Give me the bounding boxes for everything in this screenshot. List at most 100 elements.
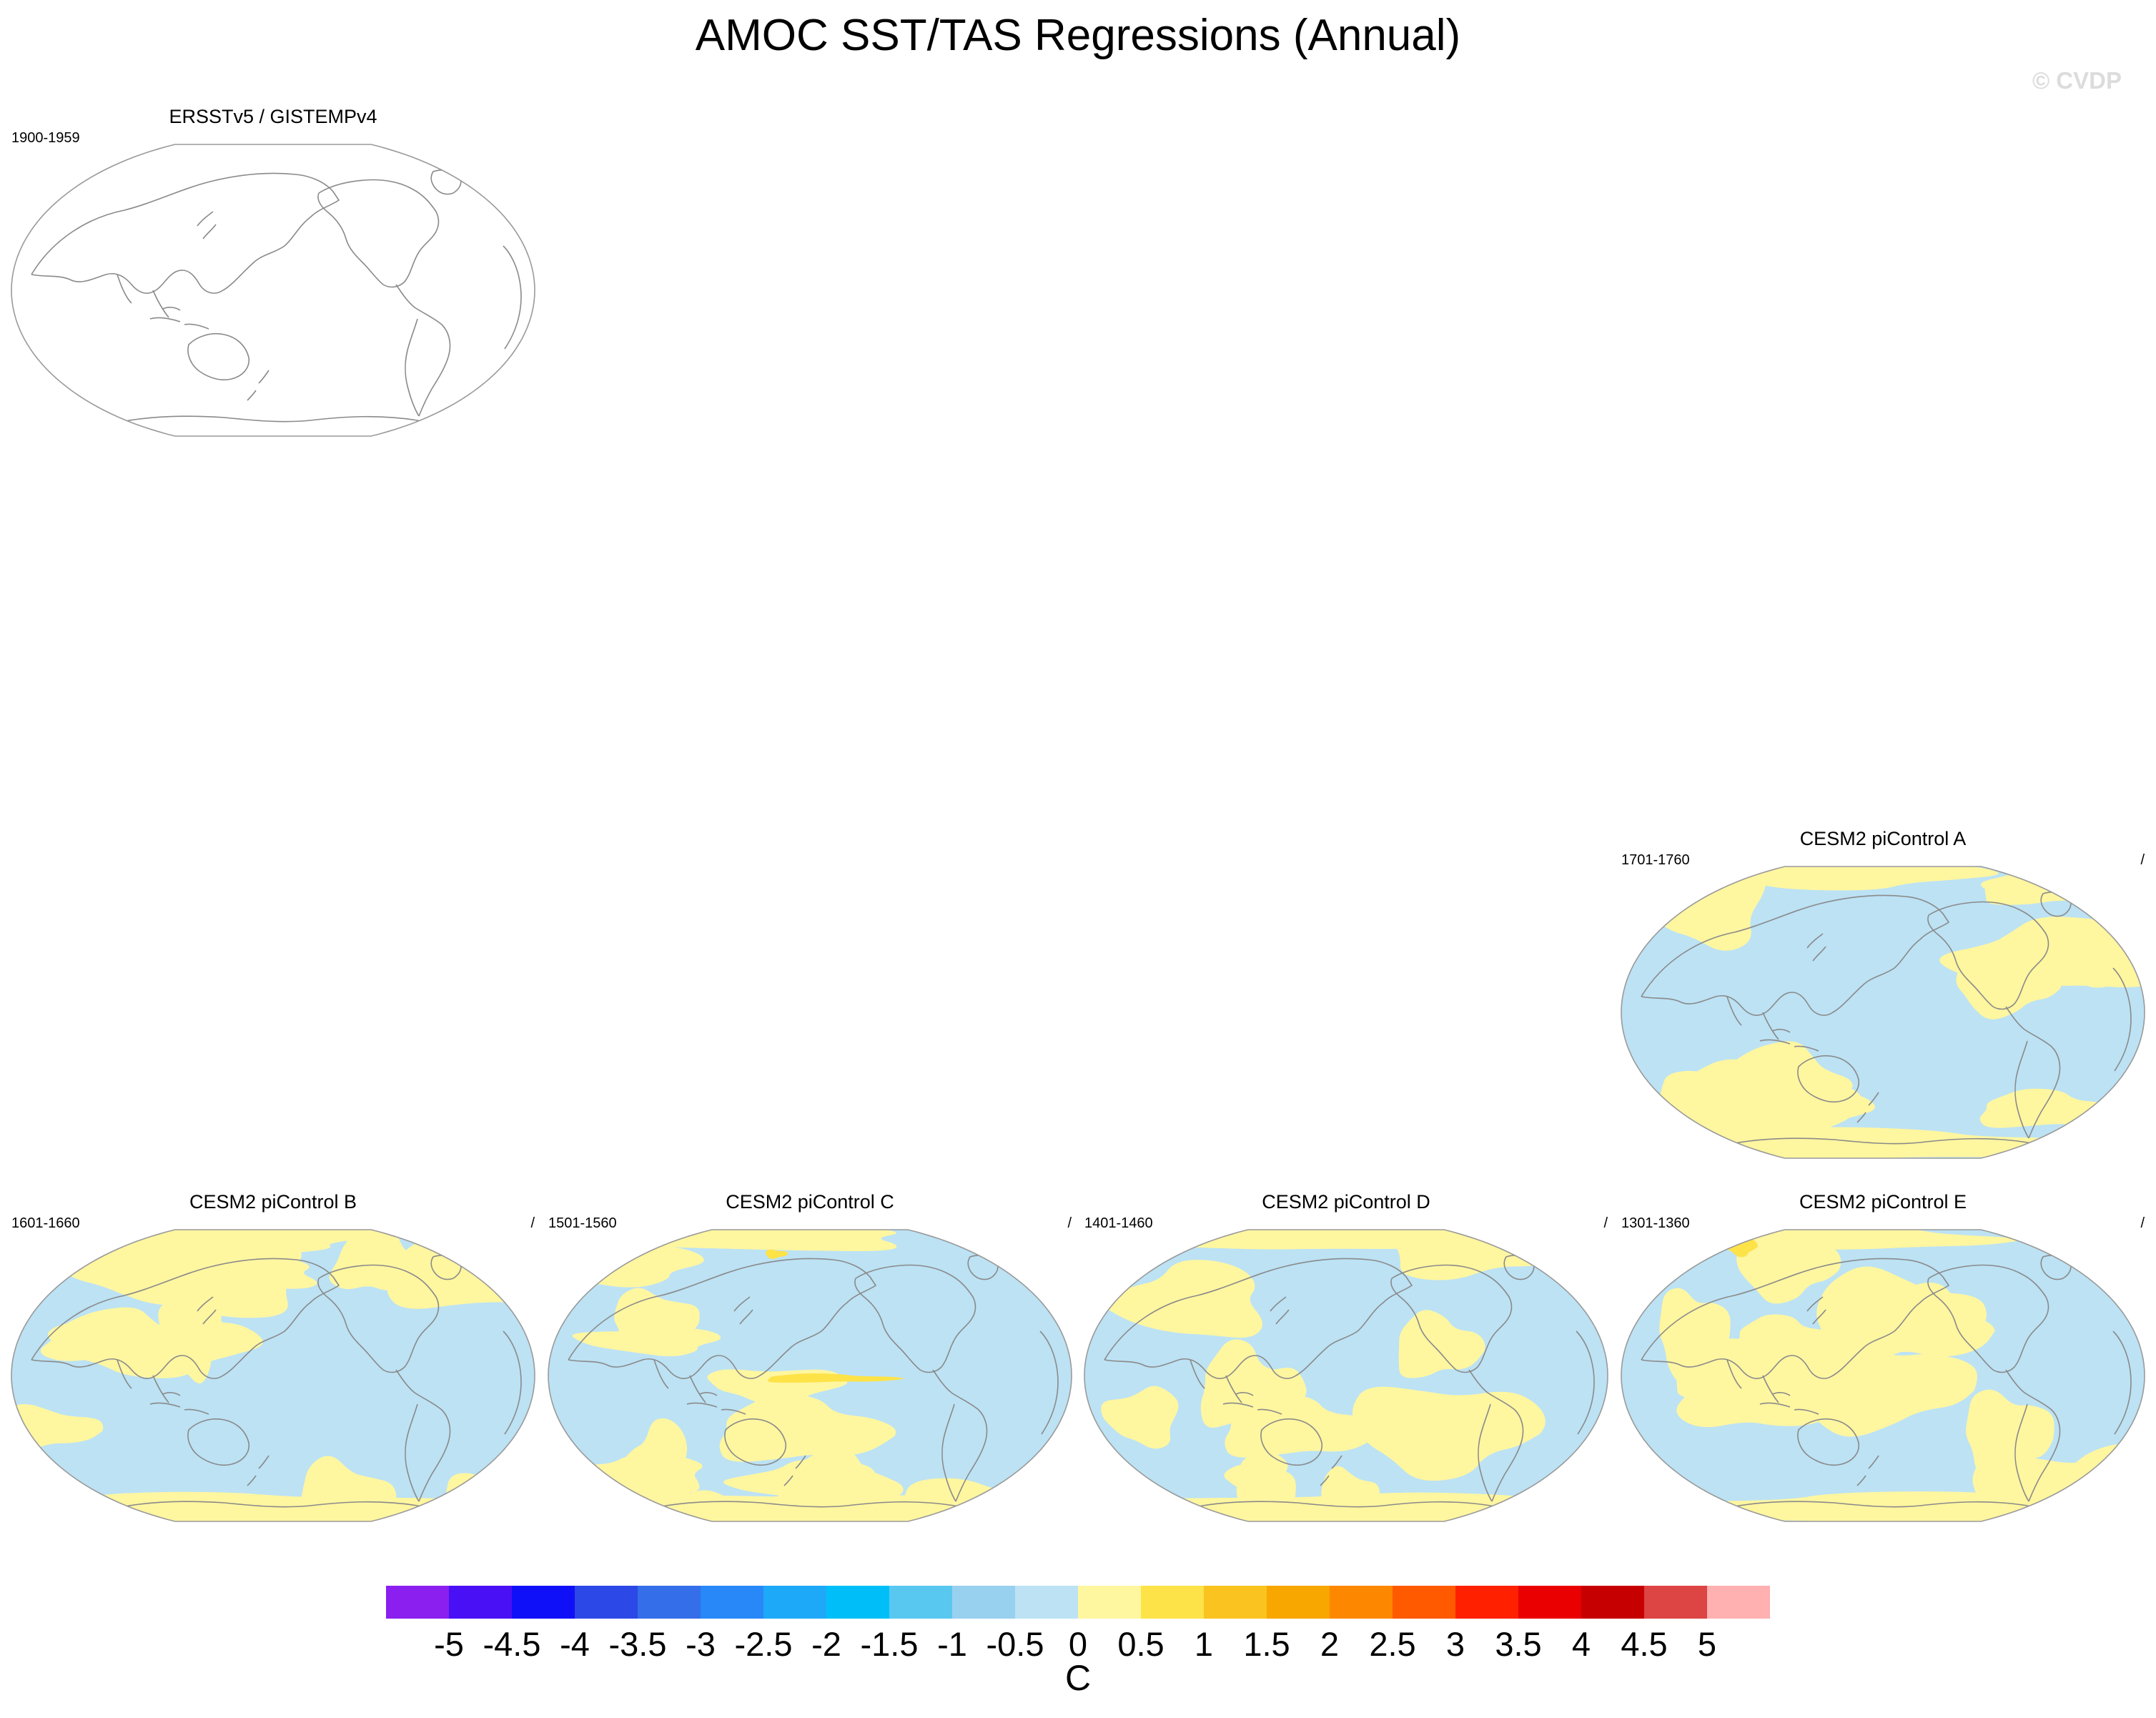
coastline — [405, 318, 420, 417]
coastline — [493, 194, 527, 217]
coastline — [317, 179, 440, 288]
coastline — [733, 1296, 753, 1325]
colorbar-tick-label: 3.5 — [1495, 1625, 1542, 1663]
warm-anomaly-region — [69, 1491, 521, 1521]
panel-title: CESM2 piControl D — [1262, 1191, 1430, 1213]
coastline — [187, 1418, 249, 1466]
warm-anomaly-region — [1789, 1341, 1978, 1437]
warm-anomaly-region — [1225, 1368, 1308, 1433]
colorbar-tick-label: 2 — [1320, 1625, 1340, 1663]
colorbar-swatch — [512, 1586, 575, 1619]
panel-period: 1701-1760 — [1621, 852, 1690, 868]
map-panel-b: CESM2 piControl B 1601-1660 / — [10, 1191, 536, 1534]
colorbar-tick-label: -2 — [811, 1625, 841, 1663]
coastline — [2005, 1006, 2061, 1139]
map-outline — [11, 144, 535, 437]
coastline — [1927, 1264, 2049, 1373]
coastline — [1759, 1392, 1819, 1415]
coastline — [395, 1369, 451, 1502]
colorbar-swatch — [1078, 1586, 1142, 1619]
colorbar-swatch — [1141, 1586, 1205, 1619]
warm-anomaly-region — [445, 1473, 535, 1521]
colorbar-tick-label: 2.5 — [1369, 1625, 1416, 1663]
colorbar-units: C — [1064, 1658, 1092, 1698]
colorbar-tick-label: -3.5 — [608, 1625, 667, 1663]
colorbar-tick-label: -5 — [434, 1625, 464, 1663]
coastline — [1927, 901, 2049, 1010]
figure-title: AMOC SST/TAS Regressions (Annual) — [695, 11, 1461, 60]
warm-anomaly-region — [1735, 1314, 1841, 1359]
coastline — [932, 1369, 988, 1502]
colorbar-swatch — [1518, 1586, 1582, 1619]
warm-anomaly-region — [1685, 1127, 2145, 1158]
map-panel-c: CESM2 piControl C 1501-1560 / — [547, 1191, 1073, 1534]
colorbar — [386, 1586, 1770, 1619]
coastline — [1856, 1455, 1879, 1486]
colorbar-swatch — [952, 1586, 1016, 1619]
coastline — [2112, 1331, 2132, 1435]
colorbar-tick-label: 4 — [1571, 1625, 1591, 1663]
colorbar-swatch — [449, 1586, 513, 1619]
coastline — [2014, 1040, 2029, 1139]
warm-anomaly-region — [574, 1230, 897, 1251]
panel-title: ERSSTv5 / GISTEMPv4 — [169, 106, 377, 127]
world-map — [11, 144, 535, 437]
coastline — [724, 1418, 786, 1466]
colorbar-swatch — [1707, 1586, 1770, 1619]
warm-anomaly-region — [1352, 1386, 1548, 1481]
colorbar-tick-label: 3 — [1445, 1625, 1465, 1663]
coastlines — [31, 169, 527, 430]
panel-right-label: / — [1067, 1215, 1072, 1231]
coastline — [2005, 1369, 2061, 1502]
map-outline — [11, 1229, 535, 1522]
panel-right-label: / — [530, 1215, 535, 1231]
coastline — [941, 1403, 956, 1502]
coastline — [1806, 933, 1826, 962]
map-outline — [1621, 866, 2145, 1159]
panel-title: CESM2 piControl C — [726, 1191, 894, 1213]
coastline — [187, 333, 249, 381]
colorbar-tick-label: -0.5 — [986, 1625, 1044, 1663]
warm-anomaly-region — [572, 1328, 721, 1356]
strong-warm-anomaly-region — [768, 1373, 908, 1383]
colorbar-tick-label: 4.5 — [1621, 1625, 1668, 1663]
coastline — [31, 172, 340, 294]
coastline — [686, 1392, 746, 1415]
map-outline — [548, 1229, 1072, 1522]
panel-period: 1401-1460 — [1084, 1215, 1153, 1231]
coastline — [149, 307, 209, 330]
map-panel-d: CESM2 piControl D 1401-1460 / — [1083, 1191, 1609, 1534]
coastlines — [568, 1255, 1064, 1515]
panel-right-label: / — [2140, 1215, 2145, 1231]
coastline — [568, 1258, 876, 1379]
coastline — [102, 415, 475, 430]
colorbar-swatch — [889, 1586, 953, 1619]
panel-title: CESM2 piControl E — [1799, 1191, 1967, 1213]
warm-anomaly-region — [2049, 919, 2145, 988]
colorbar-tick-label: 1.5 — [1243, 1625, 1290, 1663]
copyright-label: © CVDP — [2032, 67, 2122, 94]
coastline — [1039, 1331, 1059, 1435]
coastline — [1726, 996, 1779, 1040]
coastline — [1390, 1264, 1513, 1373]
warm-anomaly-region — [387, 1230, 535, 1309]
colorbar-swatch — [1581, 1586, 1645, 1619]
warm-anomaly-region — [1633, 867, 1766, 951]
panel-title: CESM2 piControl A — [1799, 828, 1967, 849]
world-map — [1621, 866, 2145, 1159]
colorbar-swatch — [701, 1586, 764, 1619]
coastline — [197, 211, 217, 240]
warm-anomaly-region — [719, 1393, 901, 1462]
colorbar-tick-label: -1 — [937, 1625, 967, 1663]
panel-period: 1900-1959 — [11, 130, 80, 146]
coastline — [1260, 1418, 1322, 1466]
colorbar-swatch — [763, 1586, 827, 1619]
coastline — [503, 1331, 522, 1435]
coastline — [1797, 1055, 1859, 1103]
coastline — [395, 284, 451, 417]
world-map — [1621, 1229, 2145, 1522]
coastline — [1856, 1092, 1879, 1123]
coastline — [317, 1264, 440, 1373]
colorbar-swatch — [1644, 1586, 1708, 1619]
panel-period: 1501-1560 — [548, 1215, 617, 1231]
